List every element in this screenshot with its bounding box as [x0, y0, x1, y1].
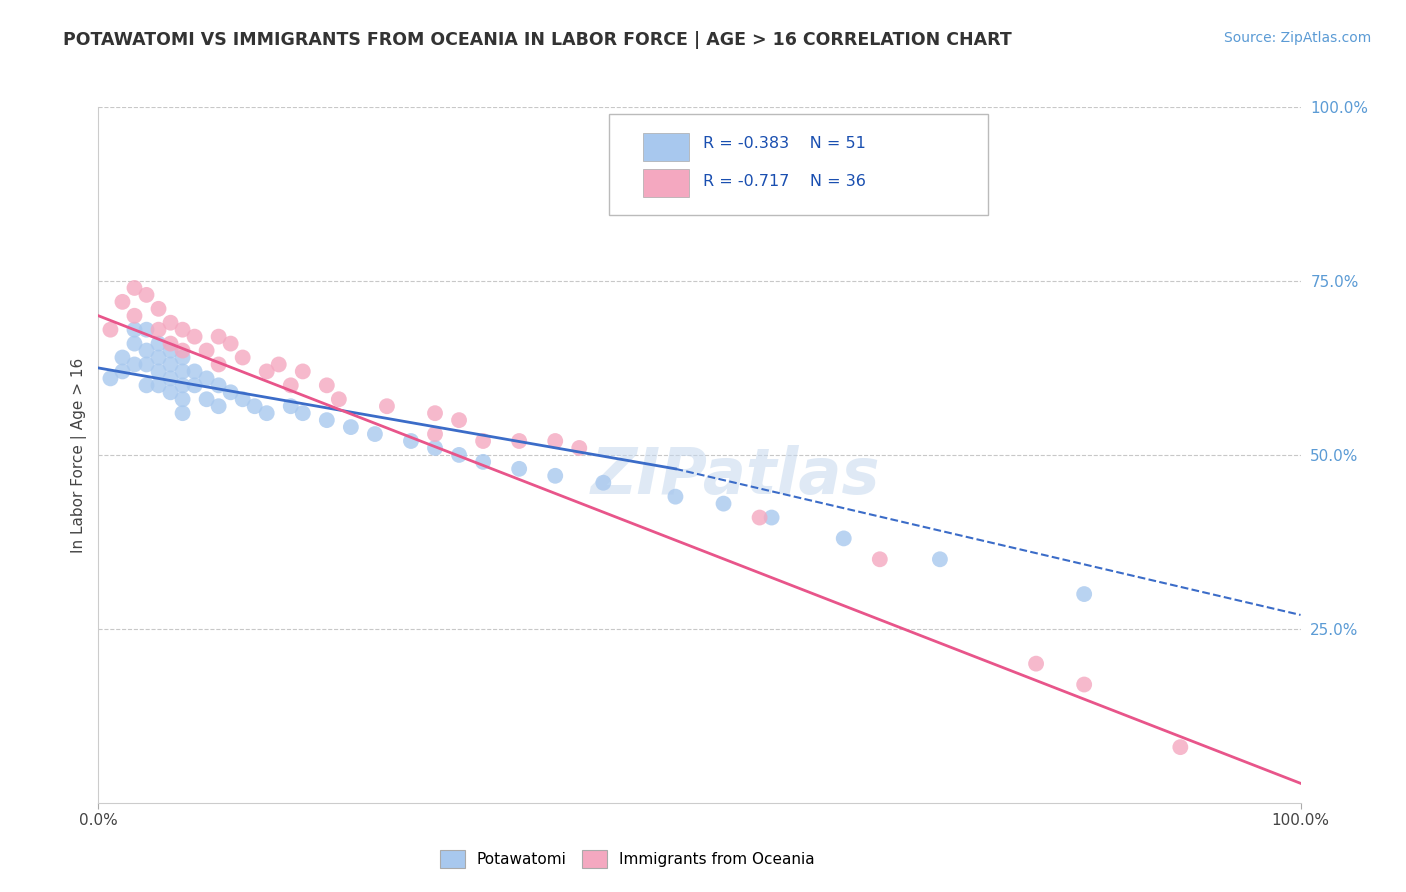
Point [447, 448, 470, 462]
Point [232, 351, 254, 365]
Point [148, 351, 170, 365]
Point [159, 371, 181, 385]
Y-axis label: In Labor Force | Age > 16: In Labor Force | Age > 16 [72, 358, 87, 552]
Point [399, 434, 422, 448]
Point [713, 497, 735, 511]
Point [172, 406, 194, 420]
Point [100, 371, 122, 385]
Point [544, 468, 567, 483]
Point [1170, 740, 1192, 755]
Point [148, 301, 170, 316]
Point [256, 364, 278, 378]
Point [219, 385, 242, 400]
Point [472, 434, 495, 448]
Point [472, 455, 495, 469]
Point [195, 343, 218, 358]
Legend: Potawatomi, Immigrants from Oceania: Potawatomi, Immigrants from Oceania [440, 849, 814, 868]
Point [135, 323, 157, 337]
Point [159, 316, 181, 330]
Point [159, 358, 181, 372]
Point [159, 385, 181, 400]
Point [340, 420, 363, 434]
Point [208, 358, 231, 372]
Point [172, 323, 194, 337]
Point [423, 406, 446, 420]
Point [315, 413, 337, 427]
Point [183, 378, 205, 392]
Point [869, 552, 891, 566]
Point [148, 364, 170, 378]
Point [832, 532, 855, 546]
Point [124, 281, 146, 295]
Point [208, 378, 231, 392]
Point [124, 358, 146, 372]
Point [148, 378, 170, 392]
Point [423, 441, 446, 455]
Point [172, 343, 194, 358]
Point [172, 378, 194, 392]
Point [172, 392, 194, 407]
Point [256, 406, 278, 420]
Point [544, 434, 567, 448]
Point [592, 475, 614, 490]
Point [761, 510, 783, 524]
Point [124, 309, 146, 323]
Point [148, 336, 170, 351]
Point [172, 351, 194, 365]
Point [208, 329, 231, 343]
Point [159, 336, 181, 351]
Point [291, 364, 314, 378]
Point [508, 462, 530, 476]
Point [364, 427, 387, 442]
FancyBboxPatch shape [643, 169, 689, 197]
Point [148, 323, 170, 337]
Point [568, 441, 591, 455]
Point [315, 378, 337, 392]
Point [1073, 677, 1095, 691]
Text: ZIPatlas: ZIPatlas [591, 445, 880, 507]
Point [208, 399, 231, 413]
Point [183, 329, 205, 343]
Point [219, 336, 242, 351]
Point [508, 434, 530, 448]
Point [1073, 587, 1095, 601]
Point [375, 399, 398, 413]
Text: POTAWATOMI VS IMMIGRANTS FROM OCEANIA IN LABOR FORCE | AGE > 16 CORRELATION CHAR: POTAWATOMI VS IMMIGRANTS FROM OCEANIA IN… [63, 31, 1012, 49]
Point [111, 351, 134, 365]
Point [111, 294, 134, 309]
FancyBboxPatch shape [643, 133, 689, 161]
Point [183, 364, 205, 378]
Point [232, 392, 254, 407]
FancyBboxPatch shape [609, 114, 988, 215]
Point [664, 490, 686, 504]
Point [159, 343, 181, 358]
Point [243, 399, 266, 413]
Point [195, 392, 218, 407]
Point [423, 427, 446, 442]
Point [328, 392, 350, 407]
Point [135, 288, 157, 302]
Point [291, 406, 314, 420]
Point [172, 364, 194, 378]
Point [124, 336, 146, 351]
Point [447, 413, 470, 427]
Point [928, 552, 950, 566]
Text: R = -0.717    N = 36: R = -0.717 N = 36 [703, 174, 866, 189]
Point [135, 358, 157, 372]
Point [748, 510, 770, 524]
Point [267, 358, 290, 372]
Point [100, 323, 122, 337]
Text: Source: ZipAtlas.com: Source: ZipAtlas.com [1223, 31, 1371, 45]
Point [1025, 657, 1047, 671]
Point [135, 343, 157, 358]
Point [135, 378, 157, 392]
Point [111, 364, 134, 378]
Point [124, 323, 146, 337]
Point [195, 371, 218, 385]
Point [280, 378, 302, 392]
Point [280, 399, 302, 413]
Text: R = -0.383    N = 51: R = -0.383 N = 51 [703, 136, 866, 152]
